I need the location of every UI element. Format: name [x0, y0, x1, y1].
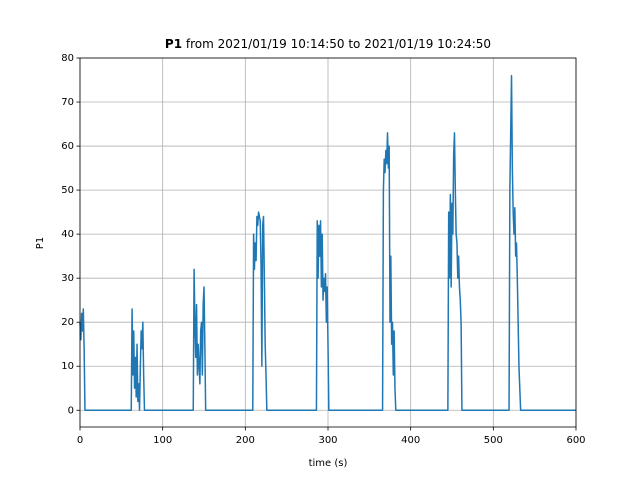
y-tick-label: 50: [61, 185, 74, 196]
plot-frame: [79, 57, 577, 428]
x-tick-label: 500: [484, 435, 503, 446]
x-tick-label: 100: [153, 435, 172, 446]
x-tick-label: 400: [401, 435, 420, 446]
title-text: from 2021/01/19 10:14:50 to 2021/01/19 1…: [186, 37, 491, 51]
y-tick-label: 20: [61, 317, 74, 328]
y-tick-label: 10: [61, 361, 74, 372]
x-tick-label: 300: [318, 435, 337, 446]
y-tick-label: 70: [61, 97, 74, 108]
y-tick-label: 30: [61, 273, 74, 284]
y-tick-label: 0: [68, 405, 74, 416]
y-axis-label: P1: [35, 237, 46, 249]
y-tick-label: 40: [61, 229, 74, 240]
y-tick-label: 60: [61, 141, 74, 152]
y-tick-label: 80: [61, 53, 74, 64]
x-axis-label: time (s): [309, 458, 348, 469]
chart-title: P1 from 2021/01/19 10:14:50 to 2021/01/1…: [165, 37, 491, 51]
title-variable: P1: [165, 37, 182, 51]
line-series: [79, 74, 576, 412]
x-tick-label: 0: [77, 435, 83, 446]
x-tick-label: 200: [236, 435, 255, 446]
x-tick-label: 600: [566, 435, 585, 446]
